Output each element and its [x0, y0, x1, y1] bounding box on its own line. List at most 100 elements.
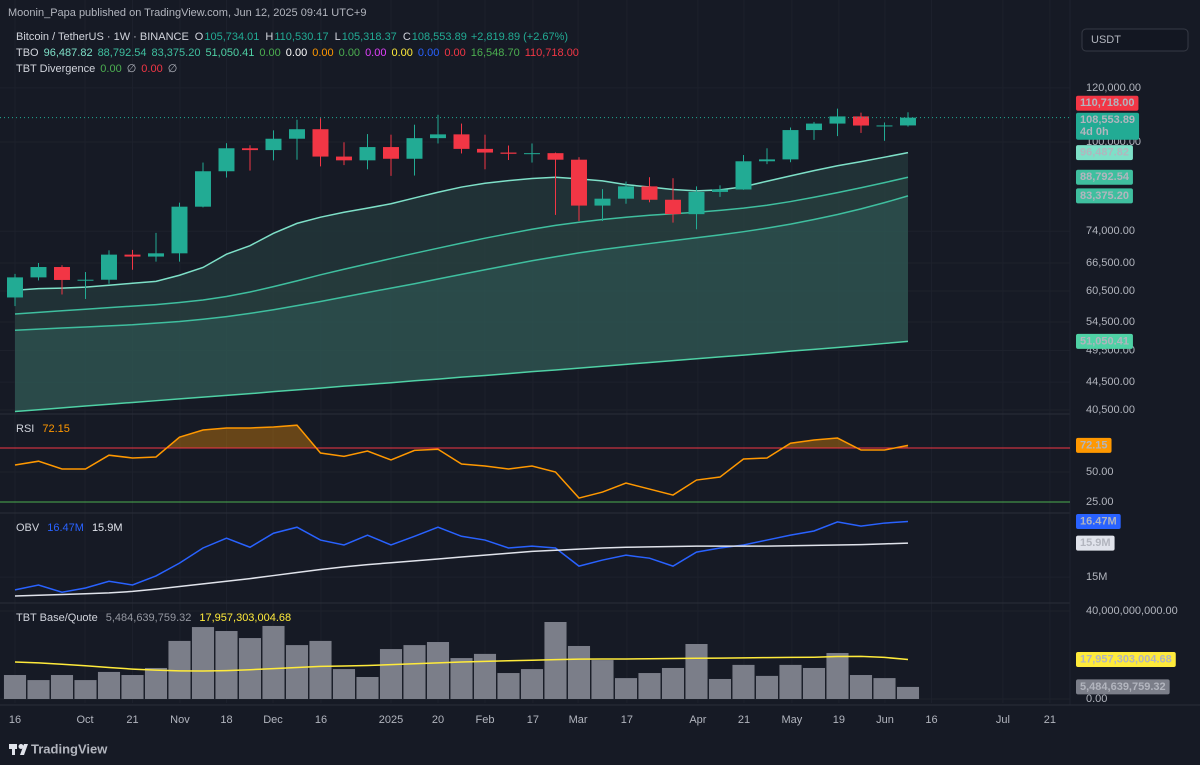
- candle-body: [594, 198, 611, 206]
- band-fill: [14, 195, 908, 412]
- volume-bar: [332, 669, 356, 699]
- legend-text: H: [265, 31, 273, 43]
- price-label: 5,484,639,759.32: [1080, 681, 1166, 693]
- brand-logo: TradingView: [9, 741, 108, 756]
- y-tick-label: 40,000,000,000.00: [1086, 605, 1178, 617]
- x-tick-label: Feb: [476, 714, 495, 726]
- legend-text: 0.00: [286, 47, 307, 59]
- x-tick-label: 2025: [379, 714, 403, 726]
- legend-text: 110,718.00: [525, 47, 579, 59]
- x-tick-label: 20: [432, 714, 444, 726]
- candle-body: [759, 159, 775, 162]
- legend-text: 110,530.17: [274, 31, 328, 43]
- price-label-bg: [1076, 112, 1140, 140]
- candle-body: [618, 186, 634, 199]
- volume-bar: [121, 675, 144, 699]
- candle-body: [665, 199, 681, 215]
- legend-row: TBT Divergence 0.00 ∅ 0.00 ∅: [16, 63, 177, 75]
- price-label: 15.9M: [1080, 537, 1111, 549]
- legend-text: O: [195, 31, 204, 43]
- legend-text: 88,792.54: [98, 47, 147, 59]
- legend-text: TBT Divergence: [16, 63, 95, 75]
- candle-body: [524, 153, 540, 155]
- legend-text: 15.9M: [92, 522, 123, 534]
- volume-bar: [285, 645, 309, 699]
- volume-bar: [97, 671, 121, 699]
- volume-bar: [27, 680, 50, 699]
- candle-body: [876, 125, 893, 127]
- candle-body: [218, 148, 235, 172]
- y-tick-label: 15M: [1086, 571, 1107, 583]
- y-tick-label: 66,500.00: [1086, 257, 1135, 269]
- price-label-bg: [1076, 188, 1133, 204]
- legend-text: 105,318.37: [342, 31, 397, 43]
- candle-body: [54, 267, 70, 280]
- volume-bar: [238, 638, 262, 699]
- volume-bar: [426, 642, 450, 699]
- indicator-line: [14, 340, 909, 413]
- y-tick-label: 120,000.00: [1086, 82, 1141, 94]
- price-label-bg: [1076, 514, 1121, 530]
- x-tick-label: Mar: [569, 714, 588, 726]
- x-tick-label: 21: [738, 714, 750, 726]
- candle-body: [30, 267, 47, 278]
- candle-body: [359, 147, 376, 161]
- candle-body: [735, 161, 752, 190]
- volume-bar: [74, 680, 97, 699]
- band-fill: [14, 152, 908, 314]
- price-label-bg: [1076, 535, 1115, 551]
- plot: 16 Oct 21 Nov 18 Dec 16 2025 20 Feb 17 Mar 17 Apr 21 Ma…: [0, 82, 1178, 726]
- indicator-line: [14, 195, 909, 332]
- x-tick-label: Nov: [170, 714, 190, 726]
- y-tick-label: 44,500.00: [1086, 376, 1135, 388]
- legend-text: 0.00: [365, 47, 386, 59]
- legend-text: C: [403, 31, 411, 43]
- legend-text: RSI: [16, 423, 34, 435]
- indicator-line: [14, 542, 909, 597]
- volume-bar: [755, 675, 779, 699]
- price-label: 17,957,303,004.68: [1080, 653, 1172, 665]
- indicator-line: [14, 424, 909, 499]
- volume-bar: [215, 631, 238, 699]
- volume-bar: [403, 645, 426, 699]
- y-tick-label: 25.00: [1086, 496, 1114, 508]
- legend-row: TBO 96,487.82 88,792.54 83,375.20 51,050.41 0…: [16, 47, 579, 59]
- price-label: 16.47M: [1080, 515, 1117, 527]
- legend-text: 16.47M: [47, 522, 84, 534]
- volume-bar: [497, 673, 520, 699]
- legend-text: L: [335, 31, 341, 43]
- x-tick-label: 16: [9, 714, 21, 726]
- legend-text: 5,484,639,759.32: [106, 612, 192, 624]
- legend-text: 51,050.41: [205, 47, 254, 59]
- legend-row: TBT Base/Quote 5,484,639,759.32 17,957,303…: [16, 612, 291, 624]
- currency-button[interactable]: [1081, 28, 1189, 52]
- x-tick-label: 19: [833, 714, 845, 726]
- legend-text: TBT Base/Quote: [16, 612, 98, 624]
- x-tick-label: 21: [126, 714, 138, 726]
- candle-body: [171, 206, 188, 254]
- volume-bar: [826, 653, 849, 699]
- x-tick-label: Oct: [76, 714, 93, 726]
- legend-text: ∅: [168, 63, 178, 75]
- volume-bar: [732, 664, 755, 699]
- y-tick-label: 60,500.00: [1086, 285, 1135, 297]
- legend-text: 83,375.20: [152, 47, 201, 59]
- band-fill: [14, 177, 908, 331]
- legend-row: RSI 72.15: [16, 423, 70, 435]
- price-label-bg: [1076, 651, 1176, 667]
- candle-body: [853, 116, 869, 126]
- candle-body: [688, 191, 705, 215]
- volume-bar: [473, 653, 497, 699]
- legend-text: 72.15: [42, 423, 70, 435]
- currency-label[interactable]: USDT: [1091, 34, 1121, 46]
- legend-text: 105,734.01: [204, 31, 259, 43]
- x-tick-label: May: [782, 714, 803, 726]
- legend-text: 0.00: [418, 47, 439, 59]
- legend-text: 0.00: [444, 47, 465, 59]
- y-tick-label: 74,000.00: [1086, 225, 1135, 237]
- candle-body: [289, 129, 305, 139]
- candle-body: [453, 134, 470, 149]
- volume-bar: [896, 686, 920, 699]
- candle-body: [829, 116, 846, 124]
